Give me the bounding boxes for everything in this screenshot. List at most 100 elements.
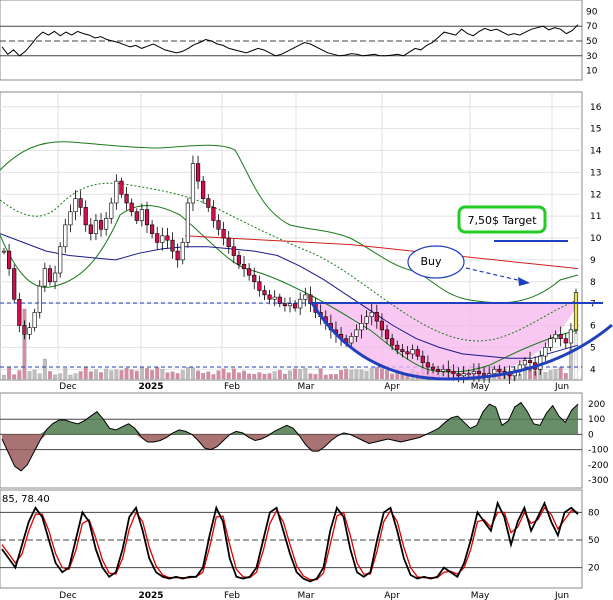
candle-body [160, 235, 165, 243]
candle-body [73, 198, 78, 213]
candle-body [553, 333, 558, 339]
volume-bar [196, 370, 201, 380]
candle-body [415, 349, 420, 357]
candle-body [165, 235, 170, 241]
candle-body [247, 268, 252, 276]
candle-body [293, 303, 298, 309]
buy-arrowhead [518, 277, 530, 286]
volume-bar [293, 368, 298, 380]
macd-tick: 100 [588, 415, 605, 425]
cup-arc [310, 302, 613, 381]
x-axis: Dec Dec 2025 2025 Feb Feb Mar Mar Apr Apr May May Ju… [59, 382, 569, 600]
candle-body [236, 255, 242, 265]
macd-tick: 200 [588, 400, 605, 410]
volume-bar [68, 374, 73, 380]
price-tick: 12 [590, 190, 601, 200]
macd-panel: 200 100 0 -100 -200 -300 [0, 392, 609, 489]
rsi-tick: 70 [586, 22, 598, 32]
candle-body [216, 220, 221, 230]
volume-bar [2, 374, 6, 380]
volume-bar [308, 373, 313, 380]
candle-body [170, 239, 175, 252]
volume-bar [185, 366, 190, 380]
volume-bar [32, 369, 37, 380]
candle-body [12, 268, 17, 300]
candle-body [354, 329, 359, 337]
volume-bar [48, 371, 52, 380]
rsi-panel: 90 70 50 30 10 [0, 0, 598, 81]
x-axis-label-bottom: May [471, 591, 490, 600]
candle-body [425, 362, 430, 368]
candlesticks [1, 155, 579, 384]
candle-body [471, 371, 476, 374]
cup-pattern-area [312, 303, 578, 378]
macd-tick: -300 [588, 476, 609, 486]
volume-bar [155, 366, 160, 380]
rsi-tick: 30 [586, 52, 598, 62]
candle-body [277, 296, 282, 304]
volume-bar [369, 368, 374, 380]
volume-bar [160, 369, 165, 380]
volume-bar [221, 368, 226, 380]
candle-body [461, 373, 466, 377]
stoch-tick: 80 [588, 508, 600, 518]
candle-body [538, 355, 543, 370]
moving-average-red [184, 235, 579, 270]
volume-bar [201, 372, 206, 380]
stoch-tick: 20 [588, 564, 600, 574]
candle-body [451, 371, 456, 374]
rsi-tick: 90 [586, 7, 598, 17]
volume-bar [359, 369, 364, 380]
stoch-tick: 50 [588, 536, 600, 546]
volume-bar [364, 370, 369, 380]
candle-body [436, 368, 441, 372]
candle-body [390, 338, 395, 346]
price-tick: 15 [590, 125, 601, 135]
candle-body [492, 368, 497, 374]
candle-body [308, 294, 313, 304]
candle-body [7, 250, 12, 269]
candle-body [175, 250, 180, 261]
volume-bar [27, 371, 32, 380]
volume-bar [558, 367, 563, 380]
candle-body [405, 351, 410, 355]
volume-bar [206, 371, 211, 380]
candle-body [548, 338, 553, 348]
volume-bar [344, 368, 349, 380]
macd-ticks: 200 100 0 -100 -200 -300 [588, 400, 609, 486]
moving-average-blue [0, 233, 579, 359]
candle-body [241, 263, 247, 269]
candle-body [1, 250, 7, 253]
candle-body [98, 220, 104, 230]
candle-body [63, 224, 68, 248]
price-panel: 16 15 14 13 12 11 10 9 8 7 6 5 4 7,50$ Target Buy [0, 91, 613, 384]
x-axis-label-bottom: Apr [384, 591, 400, 600]
volume-bar [288, 370, 292, 380]
candle-body [522, 360, 528, 366]
volume-bar [134, 370, 139, 380]
candle-body [27, 327, 32, 335]
volume-bar [119, 370, 124, 380]
candle-body [395, 344, 400, 350]
candle-body [93, 220, 99, 234]
volume-bar [63, 368, 68, 380]
volume-bar [88, 371, 93, 380]
candle-body [109, 202, 114, 219]
candle-body [144, 209, 150, 226]
volume-bar [231, 368, 236, 380]
price-tick: 13 [590, 168, 601, 178]
volume-bar [272, 371, 277, 380]
volume-bar [22, 308, 27, 380]
volume-bar [114, 369, 119, 380]
candle-body [558, 333, 563, 339]
rsi-frame [0, 0, 583, 81]
candle-body [185, 202, 190, 243]
volume-bar [129, 369, 134, 380]
candle-body [446, 368, 451, 372]
candle-body [359, 323, 364, 331]
candle-body [430, 366, 436, 370]
volume-bar [339, 370, 344, 380]
candle-body [420, 355, 425, 363]
candle-body [257, 281, 262, 291]
volume-bar [226, 372, 231, 380]
